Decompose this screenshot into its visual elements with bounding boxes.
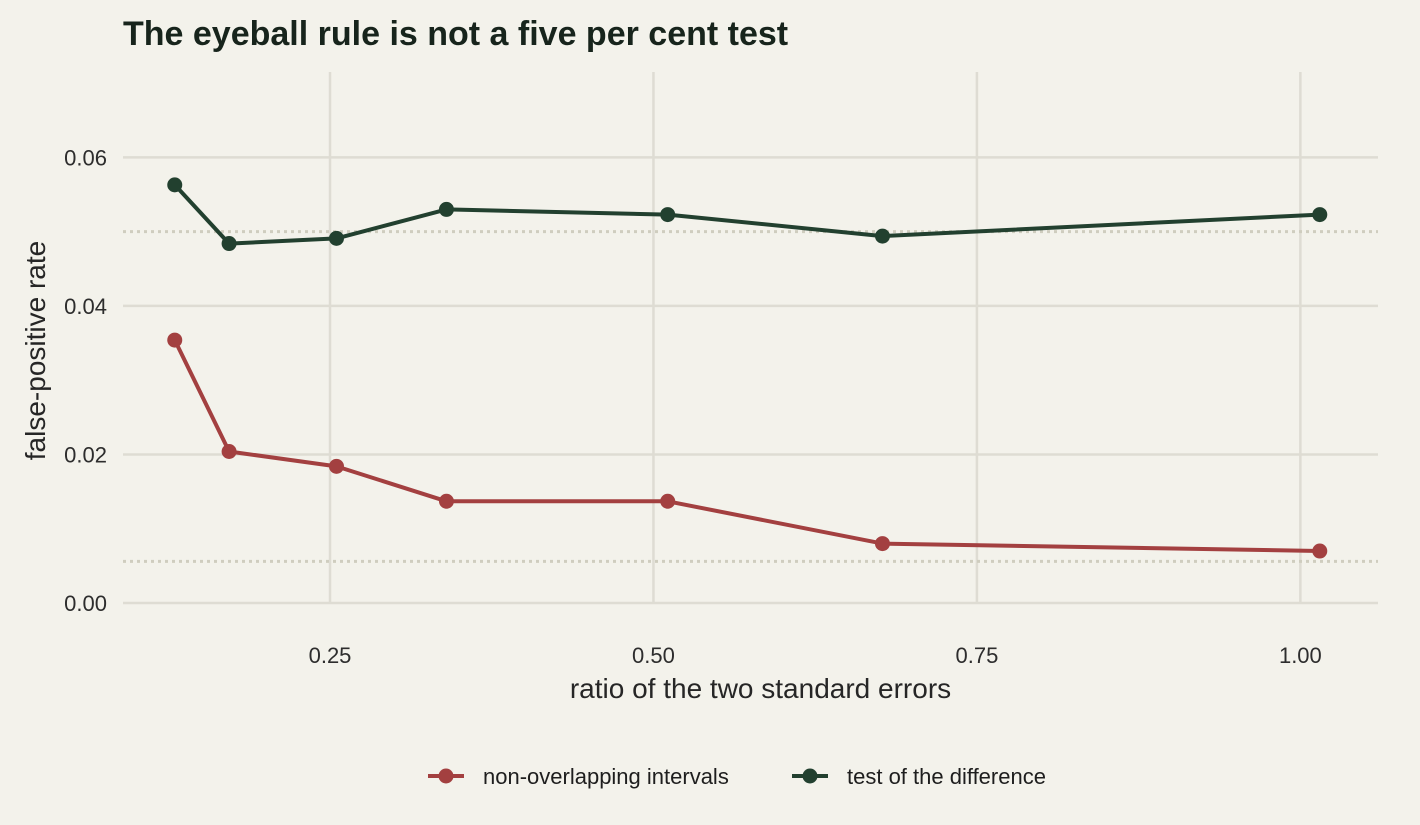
y-tick-label: 0.06 [64,145,107,170]
series-line [172,338,1322,553]
data-point [167,332,183,348]
data-point [660,493,676,509]
chart-title: The eyeball rule is not a five per cent … [123,15,789,53]
data-point [438,493,454,509]
data-point [221,443,237,459]
y-tick-label: 0.00 [64,591,107,616]
y-axis-title: false-positive rate [20,241,51,460]
legend-label: test of the difference [847,764,1046,789]
legend-key-point [802,768,818,784]
data-point [221,236,237,252]
y-tick-label: 0.04 [64,294,107,319]
x-tick-label: 1.00 [1279,643,1322,668]
data-point [167,177,183,193]
y-tick-label: 0.02 [64,442,107,467]
data-point [438,201,454,217]
x-tick-label: 0.50 [632,643,675,668]
x-tick-label: 0.75 [956,643,999,668]
x-axis-title: ratio of the two standard errors [570,673,951,704]
data-point [1312,207,1328,223]
legend-label: non-overlapping intervals [483,764,729,789]
series-line [172,182,1322,246]
data-point [874,536,890,552]
data-point [660,207,676,223]
legend-key-point [438,768,454,784]
data-point [328,230,344,246]
data-point [328,458,344,474]
data-point [1312,543,1328,559]
x-tick-label: 0.25 [309,643,352,668]
data-point [874,228,890,244]
